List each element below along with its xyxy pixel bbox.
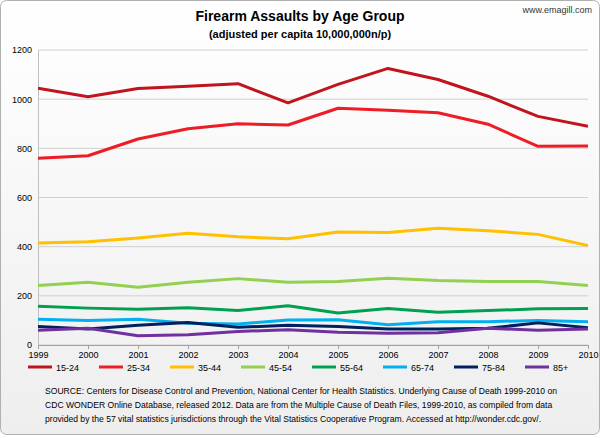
lines	[38, 68, 588, 335]
grid-line	[38, 246, 588, 247]
x-tick: 2008	[478, 345, 498, 360]
x-tick-label: 2006	[378, 350, 398, 360]
x-tick-mark	[288, 345, 289, 349]
legend-label: 65-74	[411, 363, 434, 373]
x-tick-label: 2001	[128, 350, 148, 360]
x-tick-label: 2008	[478, 350, 498, 360]
x-tick: 2010	[578, 345, 598, 360]
subtitle: (adjusted per capita 10,000,000n/p)	[209, 28, 392, 40]
x-tick-label: 2007	[428, 350, 448, 360]
y-tick-label: 200	[17, 291, 32, 301]
y-tick-label: 0	[27, 340, 32, 350]
source-line: SOURCE: Centers for Disease Control and …	[45, 386, 557, 396]
y-tick: 800	[17, 144, 38, 154]
y-axis-line	[38, 51, 39, 346]
series-line	[38, 228, 588, 245]
source: SOURCE: Centers for Disease Control and …	[45, 386, 557, 424]
x-tick-mark	[38, 345, 39, 349]
x-tick: 2006	[378, 345, 398, 360]
legend-swatch	[525, 366, 549, 369]
legend-label: 25-34	[127, 363, 150, 373]
y-axis: 0 200 400 600 800 1000 1200	[12, 45, 39, 350]
chart: Firearm Assaults by Age Group (adjusted p…	[0, 0, 600, 435]
x-axis: 1999 2000 2001 2002 2003 2004 2005 2006 2007 2008…	[28, 345, 598, 360]
x-tick: 2002	[178, 345, 198, 360]
x-tick: 2003	[228, 345, 248, 360]
legend-label: 15-24	[56, 363, 79, 373]
series-line	[38, 328, 588, 335]
y-tick-label: 600	[17, 193, 32, 203]
legend-swatch	[312, 366, 336, 369]
grid-line	[38, 295, 588, 296]
legend-label: 85+	[553, 363, 568, 373]
y-tick: 200	[17, 291, 38, 301]
legend-swatch	[241, 366, 265, 369]
grid-line	[38, 148, 588, 149]
grid-line	[38, 50, 588, 51]
x-tick-mark	[438, 345, 439, 349]
x-tick-label: 1999	[28, 350, 48, 360]
x-tick: 2000	[78, 345, 98, 360]
background	[1, 1, 600, 435]
y-tick: 1200	[12, 45, 38, 55]
legend-label: 55-64	[340, 363, 363, 373]
y-tick-label: 1000	[12, 95, 32, 105]
series-line	[38, 319, 588, 325]
grid-line	[38, 99, 588, 100]
legend: 15-24 25-34 35-44 45-54 55-64 65-74 75-84 85+	[28, 363, 568, 373]
x-tick-label: 2004	[278, 350, 298, 360]
x-tick-mark	[588, 345, 589, 349]
y-tick: 1000	[12, 95, 38, 105]
x-tick: 2009	[528, 345, 548, 360]
x-tick-mark	[138, 345, 139, 349]
y-tick: 0	[27, 340, 38, 350]
legend-swatch	[28, 366, 52, 369]
x-tick: 2007	[428, 345, 448, 360]
x-tick-mark	[338, 345, 339, 349]
source-line: provided by the 57 vital statistics juri…	[45, 414, 541, 424]
x-tick: 1999	[28, 345, 48, 360]
legend-swatch	[170, 366, 194, 369]
y-tick-label: 400	[17, 242, 32, 252]
x-tick-mark	[188, 345, 189, 349]
series-line	[38, 278, 588, 287]
legend-swatch	[383, 366, 407, 369]
x-tick-mark	[538, 345, 539, 349]
x-tick-mark	[88, 345, 89, 349]
legend-label: 75-84	[482, 363, 505, 373]
x-tick: 2005	[328, 345, 348, 360]
legend-swatch	[454, 366, 478, 369]
x-tick-mark	[488, 345, 489, 349]
series-line	[38, 306, 588, 313]
x-tick: 2004	[278, 345, 298, 360]
x-axis-line	[39, 346, 589, 350]
y-tick-label: 800	[17, 144, 32, 154]
y-tick-label: 1200	[12, 45, 32, 55]
y-tick: 600	[17, 193, 38, 203]
x-tick: 2001	[128, 345, 148, 360]
x-tick-label: 2000	[78, 350, 98, 360]
x-tick-label: 2005	[328, 350, 348, 360]
source-line: CDC WONDER Online Database, released 201…	[45, 400, 552, 410]
x-tick-label: 2002	[178, 350, 198, 360]
y-tick: 400	[17, 242, 38, 252]
x-tick-label: 2003	[228, 350, 248, 360]
series-line	[38, 108, 588, 158]
legend-label: 35-44	[198, 363, 221, 373]
title: Firearm Assaults by Age Group	[195, 8, 404, 24]
x-tick-label: 2009	[528, 350, 548, 360]
watermark: www.emagill.com	[521, 5, 592, 15]
grid	[38, 50, 588, 345]
x-tick-label: 2010	[578, 350, 598, 360]
legend-label: 45-54	[269, 363, 292, 373]
x-tick-mark	[388, 345, 389, 349]
x-tick-mark	[238, 345, 239, 349]
legend-swatch	[99, 366, 123, 369]
grid-line	[38, 197, 588, 198]
